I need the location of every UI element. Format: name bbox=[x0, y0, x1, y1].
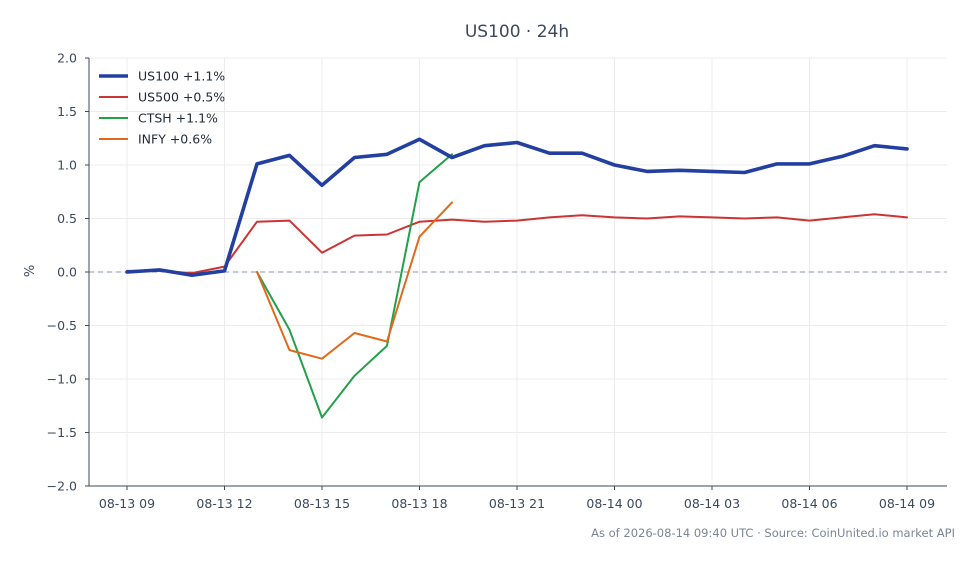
x-tick-label: 08-13 09 bbox=[99, 496, 155, 511]
x-tick-label: 08-14 06 bbox=[781, 496, 837, 511]
legend-entry: CTSH +1.1% bbox=[138, 111, 218, 126]
chart-title: US100 · 24h bbox=[465, 22, 569, 42]
x-tick-label: 08-13 15 bbox=[294, 496, 350, 511]
y-axis-label: % bbox=[23, 265, 38, 277]
legend-entry: INFY +0.6% bbox=[138, 132, 212, 147]
legend: US100 +1.1% US500 +0.5% CTSH +1.1% INFY +0.… bbox=[99, 69, 225, 147]
x-tick-label: 08-14 03 bbox=[684, 496, 740, 511]
y-tick-label: −1.5 bbox=[47, 425, 77, 440]
y-tick-label: 2.0 bbox=[57, 51, 77, 66]
x-tick-label: 08-14 00 bbox=[586, 496, 642, 511]
x-axis-ticks: 08-13 09 08-13 12 08-13 15 08-13 18 08-13 21… bbox=[99, 486, 935, 511]
y-tick-label: 0.0 bbox=[57, 265, 77, 280]
series-line-us100 bbox=[125, 137, 909, 277]
y-tick-label: −2.0 bbox=[47, 479, 77, 494]
series-line-us500 bbox=[126, 213, 908, 275]
x-tick-label: 08-13 21 bbox=[489, 496, 545, 511]
y-tick-label: 0.5 bbox=[57, 211, 77, 226]
x-tick-label: 08-13 12 bbox=[196, 496, 252, 511]
x-tick-label: 08-14 09 bbox=[879, 496, 935, 511]
y-axis-ticks: −2.0 −1.5 −1.0 −0.5 0.0 0.5 1.0 1.5 2.0 bbox=[47, 51, 89, 494]
series-lines bbox=[125, 137, 909, 419]
y-tick-label: −0.5 bbox=[47, 318, 77, 333]
series-line-ctsh bbox=[256, 153, 453, 419]
y-tick-label: 1.5 bbox=[57, 104, 77, 119]
x-tick-label: 08-13 18 bbox=[391, 496, 447, 511]
y-tick-label: −1.0 bbox=[47, 372, 77, 387]
y-tick-label: 1.0 bbox=[57, 158, 77, 173]
series-line-infy bbox=[256, 201, 453, 360]
legend-entry: US100 +1.1% bbox=[138, 69, 225, 84]
legend-entry: US500 +0.5% bbox=[138, 90, 225, 105]
source-footer: As of 2026-08-14 09:40 UTC · Source: Coi… bbox=[591, 526, 955, 540]
